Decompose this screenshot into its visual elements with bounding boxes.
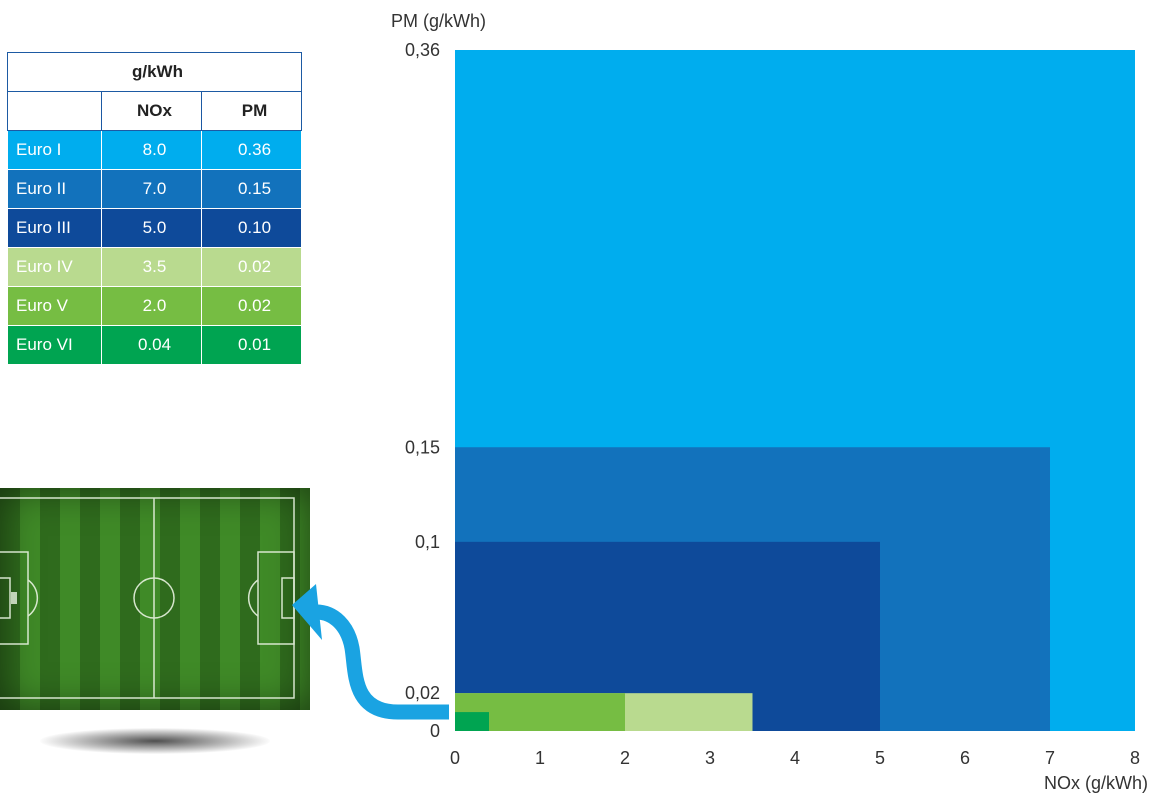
table-body: Euro I 8.0 0.36 Euro II 7.0 0.15 Euro III 5.0 0.… xyxy=(7,130,303,365)
pm-cell: 0.01 xyxy=(200,325,303,365)
pm-cell: 0.02 xyxy=(200,247,303,287)
standard-cell: Euro IV xyxy=(7,247,102,287)
y-tick-label: 0,1 xyxy=(415,532,440,552)
standard-cell: Euro III xyxy=(7,208,102,248)
x-tick-label: 1 xyxy=(535,748,545,768)
curved-arrow-icon xyxy=(315,604,449,720)
emission-standards-table: g/kWh NOx PM Euro I 8.0 0.36 Euro II 7.0 0.15… xyxy=(6,52,303,365)
table-row: Euro IV 3.5 0.02 xyxy=(7,247,303,287)
table-row: Euro VI 0.04 0.01 xyxy=(7,325,303,365)
y-tick-label: 0,15 xyxy=(405,437,440,457)
nox-cell: 5.0 xyxy=(101,208,202,248)
arrow-head xyxy=(292,584,322,640)
x-tick-label: 4 xyxy=(790,748,800,768)
x-tick-label: 7 xyxy=(1045,748,1055,768)
pitch-shadow xyxy=(40,728,270,754)
standard-cell: Euro VI xyxy=(7,325,102,365)
column-header-nox: NOx xyxy=(101,91,202,131)
pm-cell: 0.36 xyxy=(200,130,303,170)
nox-cell: 3.5 xyxy=(101,247,202,287)
x-tick-label: 5 xyxy=(875,748,885,768)
emission-area-euro-vi xyxy=(455,712,489,731)
column-header-pm: PM xyxy=(200,91,303,131)
table-unit-row: g/kWh xyxy=(6,52,303,92)
table-row: Euro I 8.0 0.36 xyxy=(7,130,303,170)
y-tick-label: 0,02 xyxy=(405,683,440,703)
y-tick-label: 0,36 xyxy=(405,40,440,60)
x-tick-label: 3 xyxy=(705,748,715,768)
table-row: Euro II 7.0 0.15 xyxy=(7,169,303,209)
table-row: Euro V 2.0 0.02 xyxy=(7,286,303,326)
pitch-lines xyxy=(0,497,295,699)
x-tick-label: 0 xyxy=(450,748,460,768)
standard-cell: Euro V xyxy=(7,286,102,326)
x-tick-label: 2 xyxy=(620,748,630,768)
nox-cell: 0.04 xyxy=(101,325,202,365)
y-axis-label: PM (g/kWh) xyxy=(391,11,486,31)
nox-cell: 8.0 xyxy=(101,130,202,170)
y-tick-label: 0 xyxy=(430,721,440,741)
x-axis-label: NOx (g/kWh) xyxy=(1044,773,1148,793)
pm-cell: 0.02 xyxy=(200,286,303,326)
football-pitch-icon xyxy=(0,488,310,710)
x-tick-label: 8 xyxy=(1130,748,1140,768)
nox-cell: 2.0 xyxy=(101,286,202,326)
table-column-header-row: NOx PM xyxy=(7,91,303,131)
x-tick-label: 6 xyxy=(960,748,970,768)
unit-header: g/kWh xyxy=(6,52,303,92)
table-row: Euro III 5.0 0.10 xyxy=(7,208,303,248)
standard-cell: Euro II xyxy=(7,169,102,209)
